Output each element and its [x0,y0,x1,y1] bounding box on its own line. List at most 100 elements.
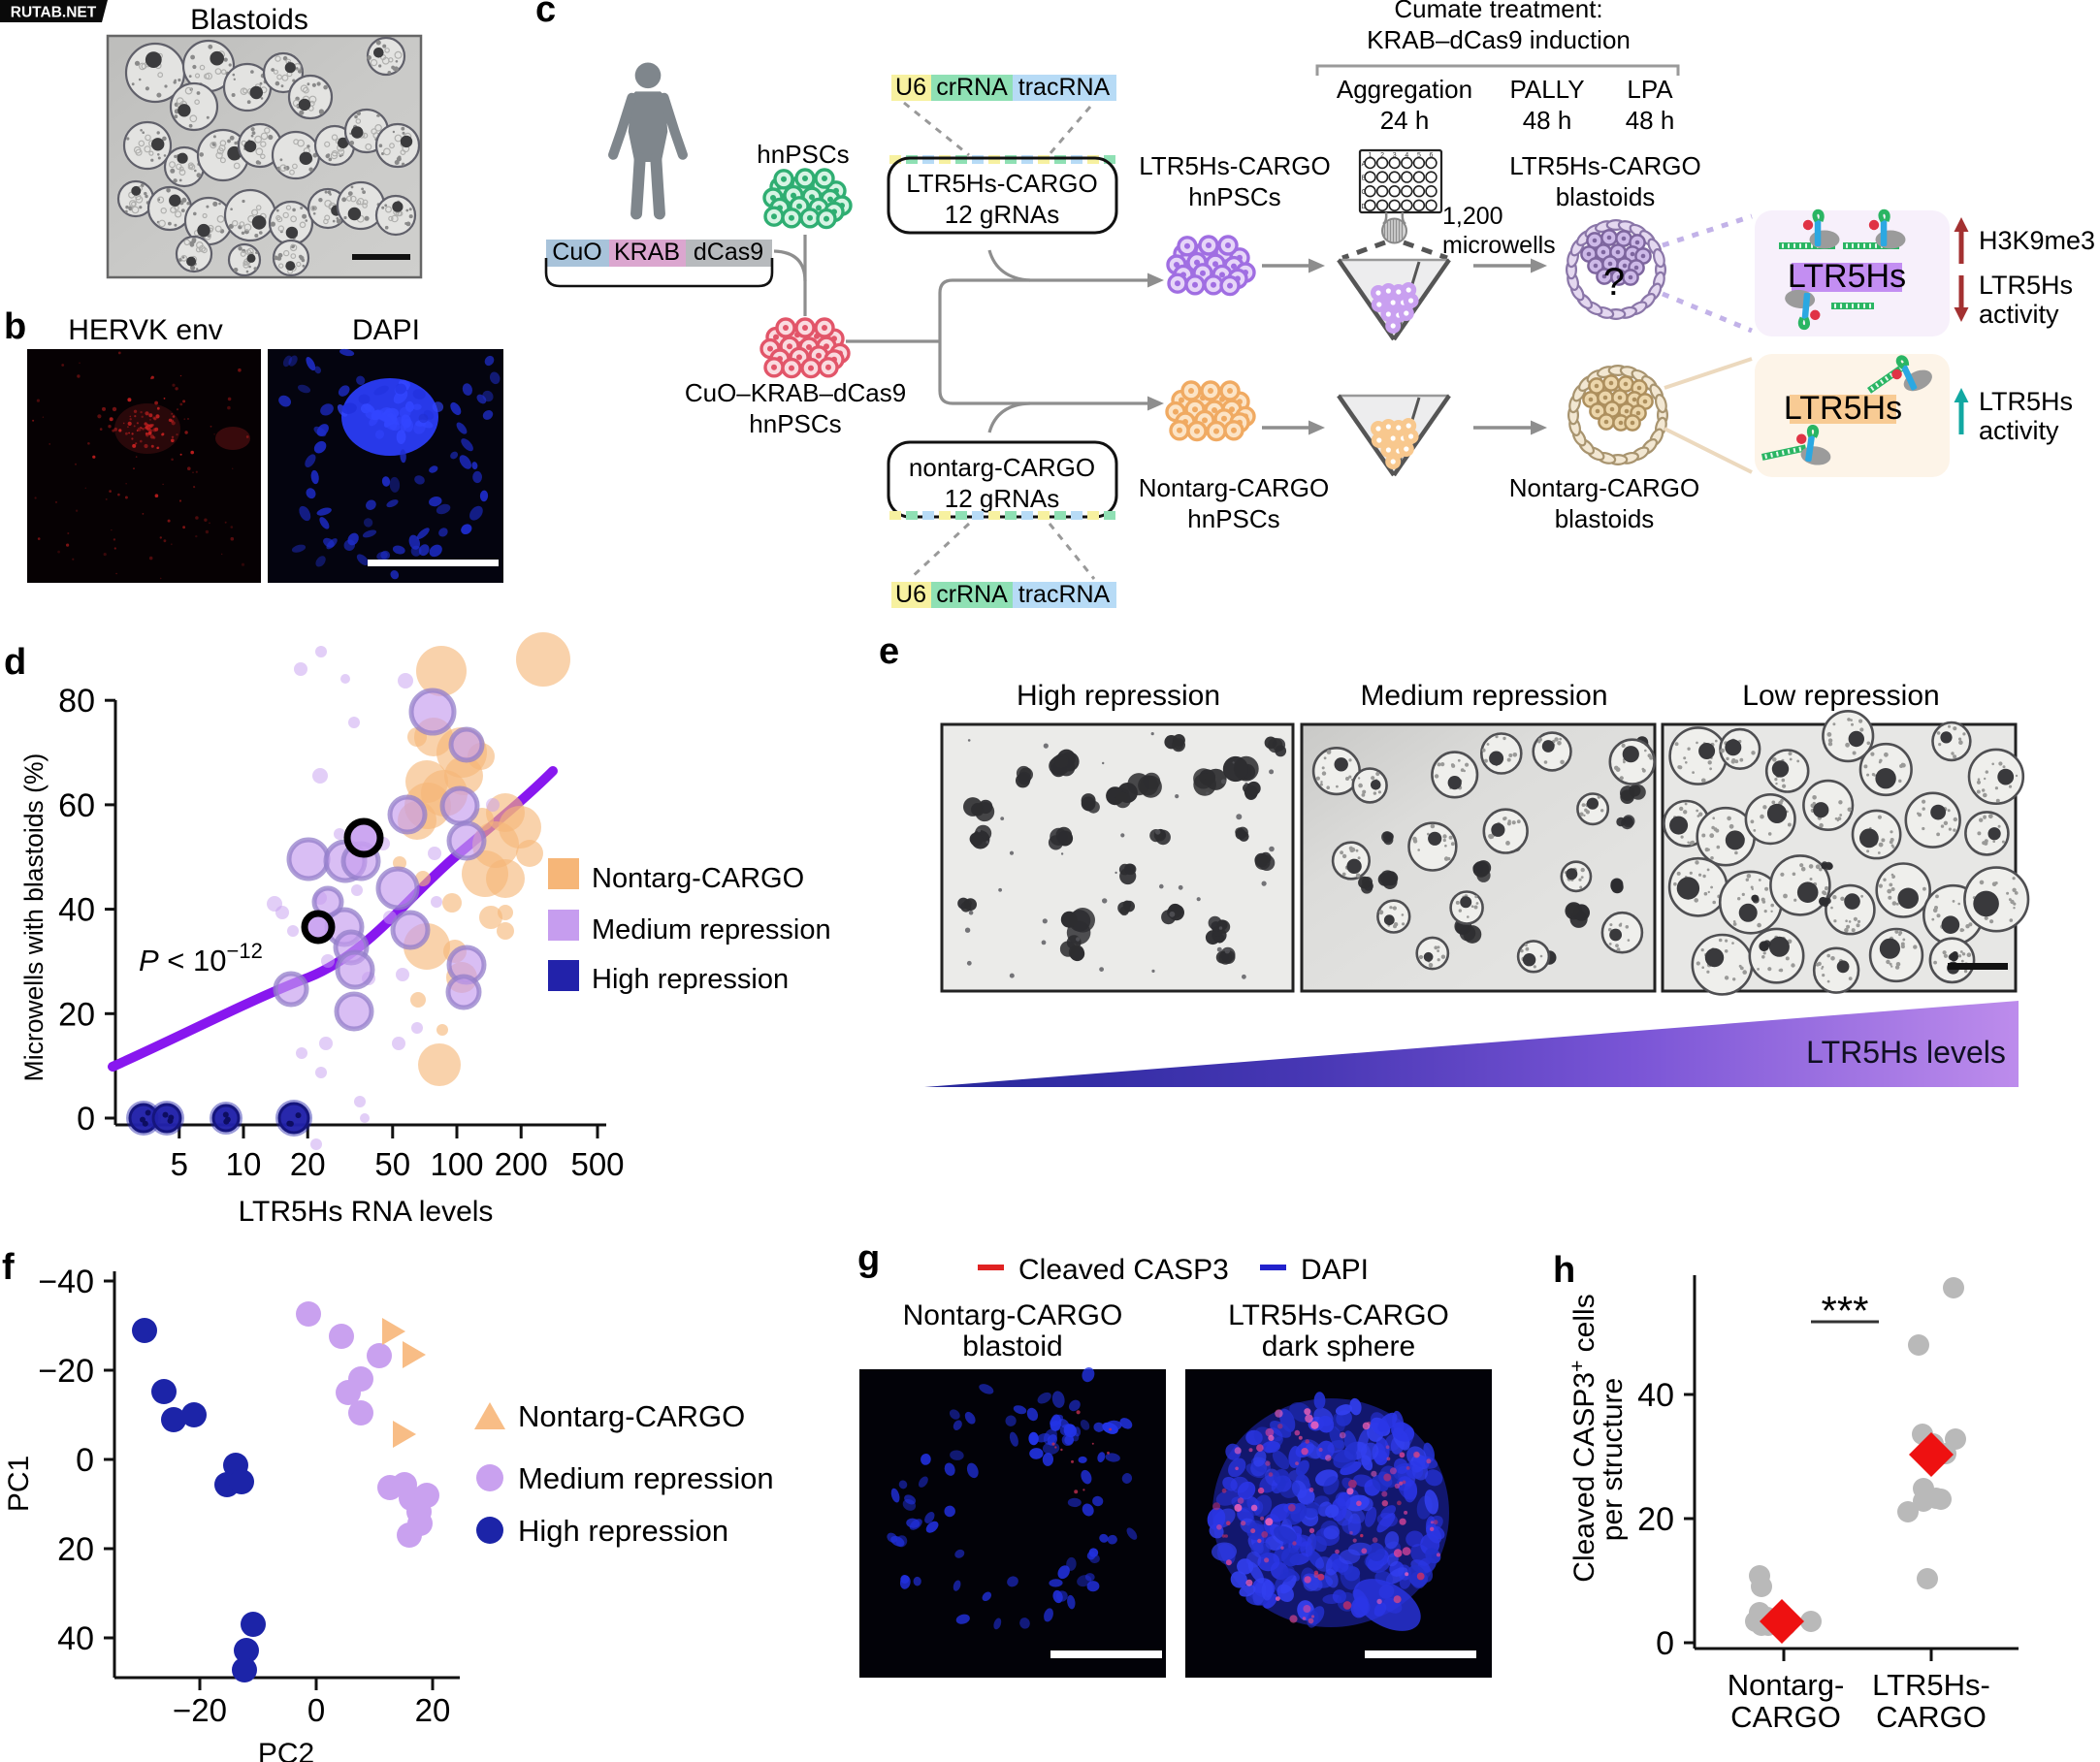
svg-text:High repression: High repression [518,1514,728,1548]
svg-text:blastoids: blastoids [1555,504,1655,533]
svg-text:LTR5Hs-CARGO: LTR5Hs-CARGO [1139,151,1330,180]
svg-text:High repression: High repression [1017,680,1220,712]
svg-text:Cumate treatment:: Cumate treatment: [1394,0,1602,23]
svg-text:3: 3 [1393,152,1397,159]
svg-text:−40: −40 [38,1264,94,1300]
svg-text:LTR5Hs RNA levels: LTR5Hs RNA levels [239,1196,494,1228]
svg-text:hnPSCs: hnPSCs [749,409,841,438]
svg-text:4: 4 [1405,152,1408,159]
svg-text:dCas9: dCas9 [694,239,763,266]
svg-text:48 h: 48 h [1626,106,1675,135]
svg-text:−20: −20 [38,1353,94,1390]
svg-text:LTR5Hs-CARGO: LTR5Hs-CARGO [1509,151,1700,180]
svg-text:U6: U6 [895,74,926,101]
svg-text:40: 40 [57,1620,94,1657]
svg-text:C: C [1361,189,1366,196]
svg-text:LTR5Hs-CARGO: LTR5Hs-CARGO [906,169,1097,198]
svg-text:Low repression: Low repression [1742,680,1939,712]
svg-text:LTR5Hs: LTR5Hs [1784,390,1902,427]
svg-text:activity: activity [1979,300,2059,329]
svg-text:Nontarg-CARGO: Nontarg-CARGO [592,863,804,894]
svg-text:crRNA: crRNA [936,581,1008,608]
svg-text:50: 50 [374,1146,410,1182]
svg-text:LTR5Hs-: LTR5Hs- [1872,1668,1990,1702]
svg-text:Nontarg-CARGO: Nontarg-CARGO [1139,473,1330,502]
svg-text:PC2: PC2 [258,1738,314,1762]
svg-text:U6: U6 [895,581,926,608]
svg-text:g: g [857,1238,880,1279]
svg-text:Nontarg-: Nontarg- [1728,1668,1845,1702]
svg-text:***: *** [1821,1288,1868,1333]
svg-text:e: e [879,631,899,672]
svg-text:LTR5Hs: LTR5Hs [1788,258,1906,295]
svg-text:5: 5 [171,1146,188,1182]
svg-text:High repression: High repression [592,964,789,995]
svg-text:−20: −20 [173,1692,227,1728]
svg-text:Nontarg-CARGO: Nontarg-CARGO [1509,473,1700,502]
svg-text:1,200: 1,200 [1442,203,1503,230]
svg-text:hnPSCs: hnPSCs [757,140,849,169]
svg-text:Nontarg-CARGO: Nontarg-CARGO [903,1299,1123,1331]
svg-text:Cleaved CASP3+ cells: Cleaved CASP3+ cells [1567,1294,1600,1582]
svg-text:LPA: LPA [1627,75,1673,104]
svg-text:PC1: PC1 [3,1456,35,1512]
svg-text:Microwells with blastoids (%): Microwells with blastoids (%) [19,753,48,1082]
svg-text:40: 40 [1637,1377,1674,1414]
svg-text:CuO–KRAB–dCas9: CuO–KRAB–dCas9 [685,378,906,407]
svg-text:Medium repression: Medium repression [592,914,831,945]
svg-text:Medium repression: Medium repression [1360,680,1607,712]
svg-text:LTR5Hs: LTR5Hs [1979,387,2073,416]
svg-text:20: 20 [57,1531,94,1568]
svg-text:c: c [535,0,556,30]
svg-text:60: 60 [58,787,95,824]
svg-text:P < 10−12: P < 10−12 [139,939,263,977]
svg-text:Nontarg-CARGO: Nontarg-CARGO [518,1399,745,1433]
svg-text:100: 100 [430,1146,483,1182]
svg-text:200: 200 [495,1146,548,1182]
svg-text:20: 20 [58,996,95,1033]
svg-text:hnPSCs: hnPSCs [1188,182,1280,211]
svg-text:D: D [1361,204,1366,210]
svg-text:20: 20 [415,1692,451,1728]
svg-text:0: 0 [76,1442,94,1479]
svg-text:tracRNA: tracRNA [1018,581,1111,608]
svg-text:d: d [4,642,26,683]
svg-text:6: 6 [1430,152,1434,159]
svg-text:h: h [1553,1250,1575,1291]
svg-text:A: A [1362,161,1367,168]
svg-text:Cleaved CASP3: Cleaved CASP3 [1018,1254,1229,1286]
svg-text:Aggregation: Aggregation [1337,75,1472,104]
svg-text:12 gRNAs: 12 gRNAs [945,200,1060,229]
svg-text:PALLY: PALLY [1509,75,1584,104]
svg-text:20: 20 [290,1146,326,1182]
svg-text:0: 0 [307,1692,325,1728]
svg-text:0: 0 [1656,1625,1674,1662]
svg-text:?: ? [1603,261,1625,304]
svg-text:activity: activity [1979,416,2059,445]
svg-text:microwells: microwells [1442,232,1556,259]
svg-text:LTR5Hs-CARGO: LTR5Hs-CARGO [1228,1299,1449,1331]
svg-text:blastoids: blastoids [1556,182,1656,211]
svg-text:2: 2 [1380,152,1384,159]
svg-text:DAPI: DAPI [1301,1254,1369,1286]
svg-text:blastoid: blastoid [962,1330,1062,1362]
svg-text:Medium repression: Medium repression [518,1461,774,1495]
svg-text:B: B [1362,176,1367,182]
svg-text:40: 40 [58,892,95,929]
svg-text:10: 10 [226,1146,262,1182]
svg-text:KRAB–dCas9 induction: KRAB–dCas9 induction [1367,25,1631,54]
svg-text:nontarg-CARGO: nontarg-CARGO [909,453,1095,482]
svg-text:500: 500 [570,1146,624,1182]
svg-text:b: b [4,306,26,347]
svg-text:20: 20 [1637,1501,1674,1538]
svg-text:80: 80 [58,683,95,720]
svg-text:per structure: per structure [1597,1378,1629,1541]
svg-text:CuO: CuO [552,239,601,266]
svg-text:LTR5Hs: LTR5Hs [1979,271,2073,300]
svg-text:DAPI: DAPI [352,314,420,346]
svg-text:24 h: 24 h [1380,106,1430,135]
svg-text:dark sphere: dark sphere [1262,1330,1415,1362]
svg-text:48 h: 48 h [1523,106,1572,135]
svg-text:12 gRNAs: 12 gRNAs [945,484,1060,513]
svg-text:5: 5 [1417,152,1421,159]
